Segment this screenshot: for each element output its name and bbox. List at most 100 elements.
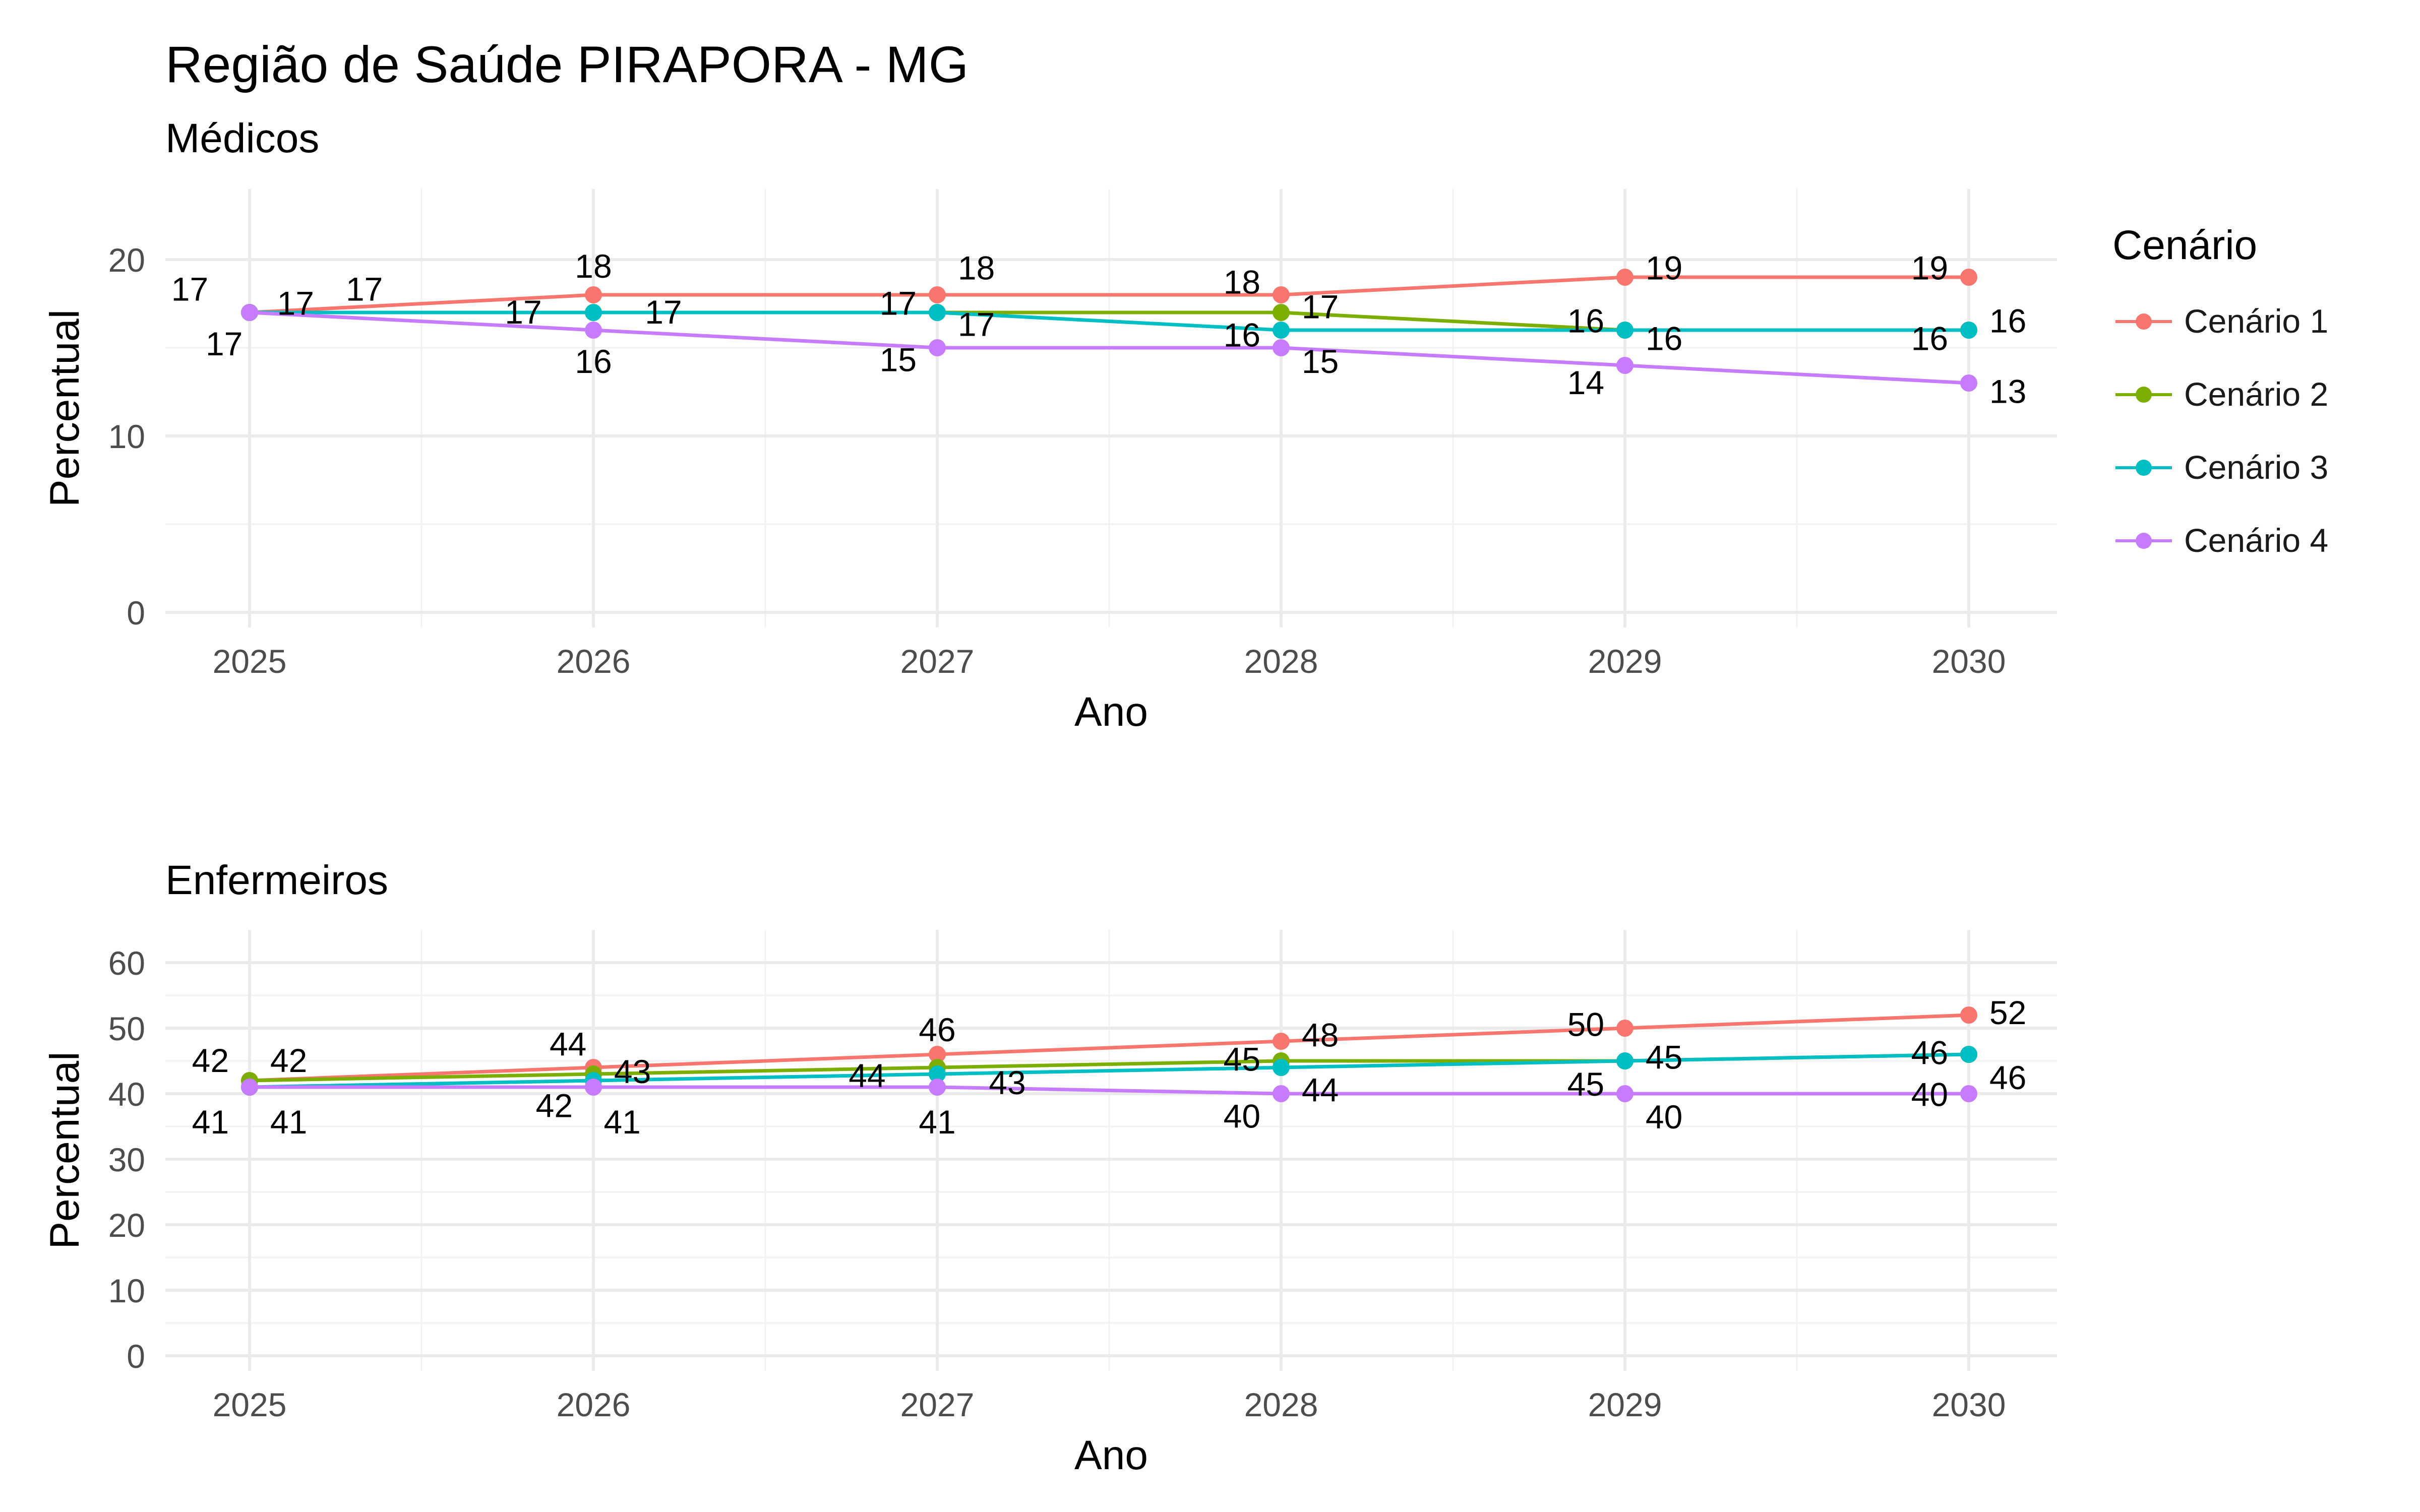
- data-point-cenário-4: [241, 1079, 258, 1096]
- data-label: 45: [1224, 1040, 1260, 1078]
- data-label: 46: [1911, 1034, 1948, 1071]
- data-point-cenário-1: [1616, 269, 1634, 286]
- x-tick-label: 2026: [557, 643, 631, 680]
- data-label: 13: [1989, 373, 2026, 410]
- panel-1: 2025 2026 2027 2028 2029 2030 0 10 20 Ano Percentu…: [42, 189, 2057, 735]
- data-point-cenário-2: [1273, 304, 1290, 321]
- data-label: 42: [536, 1087, 573, 1124]
- legend: Cenário Cenário 1 Cenário 2 Cenário 3 Ce…: [2112, 222, 2328, 577]
- legend-item-cenario-3: Cenário 3: [2112, 430, 2328, 503]
- data-point-cenário-3: [1960, 1046, 1977, 1063]
- data-point-cenário-1: [1616, 1020, 1634, 1037]
- legend-item-cenario-1: Cenário 1: [2112, 284, 2328, 357]
- data-label: 15: [880, 341, 917, 379]
- data-label: 18: [575, 247, 612, 285]
- legend-item-cenario-4: Cenário 4: [2112, 503, 2328, 577]
- data-point-cenário-3: [1273, 322, 1290, 339]
- data-label: 16: [1911, 320, 1948, 357]
- series-line-cenário-3: [249, 1052, 1969, 1089]
- legend-key-cenario-4: [2112, 525, 2175, 555]
- legend-key-cenario-1: [2112, 306, 2175, 336]
- data-label: 44: [550, 1026, 586, 1063]
- data-point-cenário-1: [1960, 269, 1977, 286]
- y-tick-label: 0: [127, 1338, 145, 1375]
- x-axis-title: Ano: [1074, 689, 1148, 735]
- data-point-cenário-4: [929, 339, 946, 356]
- panel-2: 2025 2026 2027 2028 2029 20300102030405060Ano…: [42, 930, 2057, 1478]
- data-label: 16: [575, 343, 612, 380]
- data-label: 52: [1989, 994, 2026, 1031]
- data-point-cenário-4: [585, 1079, 602, 1096]
- data-label: 19: [1911, 249, 1948, 287]
- y-tick-label: 40: [108, 1076, 145, 1113]
- data-point-cenário-4: [1616, 1085, 1634, 1102]
- panel-title-medicos: Médicos: [165, 115, 320, 161]
- data-label: 18: [958, 249, 995, 287]
- data-point-cenário-4: [1616, 357, 1634, 374]
- data-label: 40: [1646, 1098, 1682, 1136]
- data-label: 48: [1302, 1016, 1339, 1053]
- x-tick-label: 2028: [1244, 643, 1318, 680]
- data-label: 17: [346, 271, 383, 308]
- data-label: 19: [1646, 249, 1682, 287]
- legend-key-cenario-2: [2112, 379, 2175, 409]
- data-point-cenário-3: [585, 304, 602, 321]
- legend-label-cenario-3: Cenário 3: [2184, 448, 2329, 486]
- y-axis-title: Percentual: [42, 1051, 88, 1249]
- data-label: 46: [1989, 1059, 2026, 1096]
- data-point-cenário-4: [585, 322, 602, 339]
- data-label: 44: [1302, 1072, 1339, 1109]
- data-point-cenário-1: [929, 1046, 946, 1063]
- series-line-cenário-1: [249, 275, 1969, 314]
- data-label: 14: [1567, 364, 1604, 401]
- data-label: 41: [603, 1103, 640, 1141]
- data-label: 17: [1302, 288, 1339, 326]
- data-point-cenário-1: [929, 286, 946, 303]
- data-point-cenário-4: [1960, 1085, 1977, 1102]
- data-point-cenário-1: [1273, 1033, 1290, 1050]
- data-label: 40: [1911, 1076, 1948, 1113]
- y-tick-label: 50: [108, 1010, 145, 1047]
- x-tick-label: 2029: [1588, 1386, 1662, 1423]
- x-tick-label: 2028: [1244, 1386, 1318, 1423]
- x-tick-label: 2030: [1932, 1386, 2006, 1423]
- x-tick-label: 2029: [1588, 643, 1662, 680]
- legend-key-cenario-3: [2112, 452, 2175, 482]
- y-tick-label: 0: [127, 594, 145, 632]
- y-axis-title: Percentual: [42, 309, 88, 507]
- data-label: 45: [1567, 1065, 1604, 1103]
- x-tick-label: 2025: [213, 643, 287, 680]
- data-label: 17: [171, 271, 208, 308]
- data-point-cenário-4: [1960, 374, 1977, 392]
- data-point-cenário-4: [929, 1079, 946, 1096]
- data-point-cenário-1: [1273, 286, 1290, 303]
- y-tick-label: 60: [108, 944, 145, 982]
- data-label: 41: [270, 1103, 307, 1141]
- x-tick-label: 2030: [1932, 643, 2006, 680]
- data-point-cenário-3: [1273, 1059, 1290, 1076]
- data-point-cenário-1: [585, 286, 602, 303]
- data-label: 16: [1646, 320, 1682, 357]
- data-label: 44: [849, 1057, 885, 1094]
- data-label: 40: [1224, 1098, 1260, 1135]
- data-label: 17: [958, 306, 995, 343]
- data-label: 17: [880, 285, 917, 322]
- data-label: 18: [1224, 264, 1260, 301]
- x-tick-label: 2027: [900, 643, 975, 680]
- data-label: 42: [270, 1042, 307, 1079]
- legend-item-cenario-2: Cenário 2: [2112, 357, 2328, 430]
- legend-label-cenario-4: Cenário 4: [2184, 521, 2329, 559]
- series-line-cenário-3: [250, 310, 1969, 332]
- data-point-cenário-3: [929, 304, 946, 321]
- data-label: 46: [919, 1011, 955, 1048]
- data-point-cenário-3: [1616, 1052, 1634, 1069]
- data-label: 43: [614, 1053, 651, 1090]
- y-tick-label: 30: [108, 1141, 145, 1178]
- data-label: 45: [1646, 1039, 1682, 1076]
- data-point-cenário-4: [241, 304, 258, 321]
- legend-title: Cenário: [2112, 222, 2258, 268]
- series-line-cenário-4: [249, 310, 1969, 385]
- y-tick-label: 20: [108, 1207, 145, 1244]
- x-axis-title: Ano: [1074, 1432, 1148, 1478]
